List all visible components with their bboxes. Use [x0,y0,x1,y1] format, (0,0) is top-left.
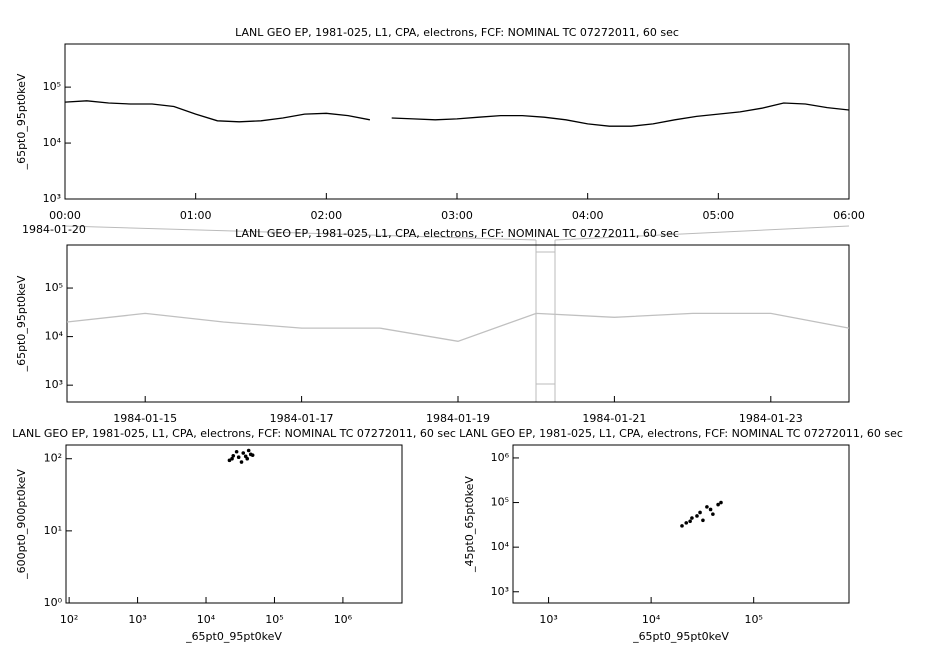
data-point [719,500,723,505]
data-point [688,519,692,524]
zoom-connector [554,225,850,241]
x-tick-label: 1984-01-19 [426,412,490,425]
x-tick-label: 10³ [128,613,146,626]
date-label: 1984-01-20 [22,223,86,236]
data-point [716,502,720,507]
x-tick-label: 10⁶ [334,613,353,626]
y-tick-label: 10⁴ [491,540,510,553]
x-tick-label: 03:00 [441,209,473,222]
plot-frame [512,444,850,604]
data-point [231,453,236,458]
chart-title: LANL GEO EP, 1981-025, L1, CPA, electron… [235,227,679,240]
y-tick-label: 10³ [45,378,63,391]
y-axis-label: _45pt0_65pt0keV [463,476,476,573]
x-tick-label: 1984-01-17 [270,412,334,425]
y-tick-label: 10⁰ [44,596,63,609]
x-tick-label: 02:00 [310,209,342,222]
data-point [243,454,248,459]
y-tick-label: 10⁶ [491,451,510,464]
x-tick-label: 10² [60,613,78,626]
x-tick-label: 10⁵ [744,613,762,626]
zoom-connector [64,225,537,241]
data-point [230,456,234,461]
x-axis-label: _65pt0_95pt0keV [185,630,282,643]
x-tick-label: 10⁴ [197,613,216,626]
chart-title: LANL GEO EP, 1981-025, L1, CPA, electron… [459,427,903,440]
data-point [250,453,255,457]
data-point [701,518,705,523]
data-line [64,100,850,127]
y-tick-label: 10¹ [44,524,62,537]
x-tick-label: 01:00 [180,209,212,222]
data-point [708,507,713,512]
x-tick-label: 10⁵ [265,613,283,626]
data-point [684,521,689,525]
y-tick-label: 10² [44,452,62,465]
x-tick-label: 05:00 [702,209,734,222]
x-tick-label: 00:00 [49,209,81,222]
data-point [698,510,702,515]
y-axis-label: _65pt0_95pt0keV [15,73,28,170]
data-point [690,516,694,520]
y-axis-label: _600pt0_900pt0keV [15,469,28,580]
x-tick-label: 1984-01-15 [113,412,177,425]
y-tick-label: 10⁴ [43,136,62,149]
data-point [227,458,232,463]
y-tick-label: 10³ [491,585,509,598]
x-tick-label: 10³ [539,613,557,626]
x-tick-label: 10⁴ [642,613,661,626]
x-tick-label: 1984-01-21 [582,412,646,425]
x-axis-label: _65pt0_95pt0keV [632,630,729,643]
data-point [236,455,241,460]
chart-title: LANL GEO EP, 1981-025, L1, CPA, electron… [12,427,456,440]
y-tick-label: 10⁵ [45,281,63,294]
data-line [66,312,850,342]
y-tick-label: 10⁴ [45,330,64,343]
data-point [246,448,251,453]
data-point [705,505,709,509]
data-point [239,460,244,464]
data-point [234,449,239,454]
x-tick-label: 04:00 [572,209,604,222]
x-tick-label: 1984-01-23 [739,412,803,425]
plot-frame [65,444,403,604]
y-tick-label: 10⁵ [491,496,509,509]
data-point [241,451,246,455]
y-axis-label: _65pt0_95pt0keV [15,275,28,372]
chart-title: LANL GEO EP, 1981-025, L1, CPA, electron… [235,26,679,39]
y-tick-label: 10³ [43,192,61,205]
y-tick-label: 10⁵ [43,80,61,93]
data-point [680,524,684,528]
data-point [695,514,699,518]
x-tick-label: 06:00 [833,209,865,222]
data-point [711,512,715,516]
